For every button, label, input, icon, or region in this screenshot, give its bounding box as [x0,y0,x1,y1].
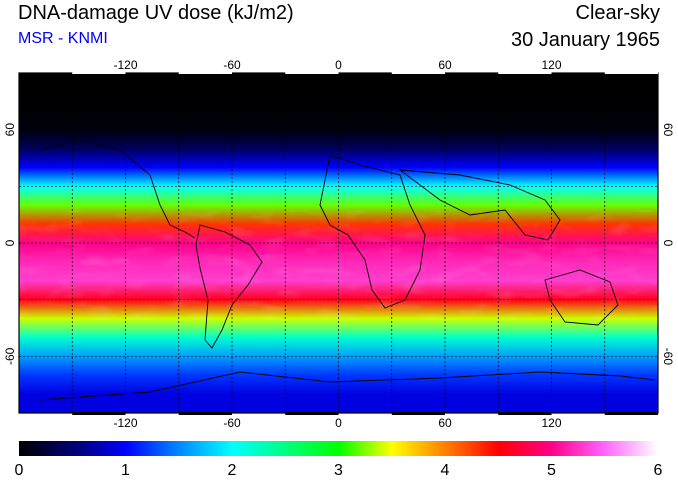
sky-condition-label: Clear-sky [575,2,660,24]
longitude-label: -60 [223,416,241,430]
colorbar [19,441,658,456]
longitude-label: 60 [438,416,452,430]
longitude-labels-top: -120 -60 0 60 120 [113,58,561,72]
frame-tick-bar-bottom [498,412,552,415]
frame-tick-bar-top [604,71,658,74]
frame-tick-bar-bottom [72,412,126,415]
frame-tick-bar-top [178,71,232,74]
longitude-label: 0 [335,58,342,72]
coastlines [39,139,656,401]
colorbar-label: 0 [15,462,24,479]
frame-tick-bar-top [391,71,445,74]
frame-tick-bar-bottom [285,412,339,415]
latitude-label: -60 [3,347,17,365]
longitude-labels-bottom: -120 -60 0 60 120 [113,416,561,430]
longitude-label: 120 [541,58,561,72]
coastline-europe-africa [319,154,426,309]
colorbar-label: 4 [441,462,450,479]
latitude-labels-right: 60 0 -60 [661,123,675,365]
colorbar-label: 1 [121,462,130,479]
latitude-label: 0 [3,239,17,246]
longitude-label: 0 [335,416,342,430]
coastline-north-america [39,139,196,239]
colorbar-label: 2 [228,462,237,479]
map-title: DNA-damage UV dose (kJ/m2) [18,2,294,24]
coastline-antarctica [39,371,656,401]
latitude-labels-left: 60 0 -60 [3,123,17,365]
latitude-label: 60 [661,123,675,137]
frame-tick-bar-bottom [604,412,658,415]
colorbar-labels: 0 1 2 3 4 5 6 [15,462,663,479]
frame-tick-bar-top [285,71,339,74]
latitude-label: -60 [661,348,675,366]
coastline-south-america [195,224,263,349]
longitude-label: -60 [223,58,241,72]
colorbar-label: 6 [654,462,663,479]
frame-tick-bars [72,71,658,415]
colorbar-label: 3 [334,462,343,479]
credit-label: MSR - KNMI [18,30,108,47]
coastline-australia [544,269,619,326]
latitude-label: 60 [3,123,17,137]
latitude-label: 0 [661,240,675,247]
frame-tick-bar-bottom [391,412,445,415]
coastline-asia [398,169,561,241]
graticule [19,73,658,413]
longitude-label: 60 [438,58,452,72]
dose-field [19,73,658,413]
frame-tick-bar-top [498,71,552,74]
date-label: 30 January 1965 [510,29,660,51]
frame-tick-bar-bottom [178,412,232,415]
colorbar-label: 5 [547,462,556,479]
frame-tick-bar-top [72,71,126,74]
longitude-label: 120 [541,416,561,430]
longitude-label: -120 [113,58,137,72]
longitude-label: -120 [113,416,137,430]
